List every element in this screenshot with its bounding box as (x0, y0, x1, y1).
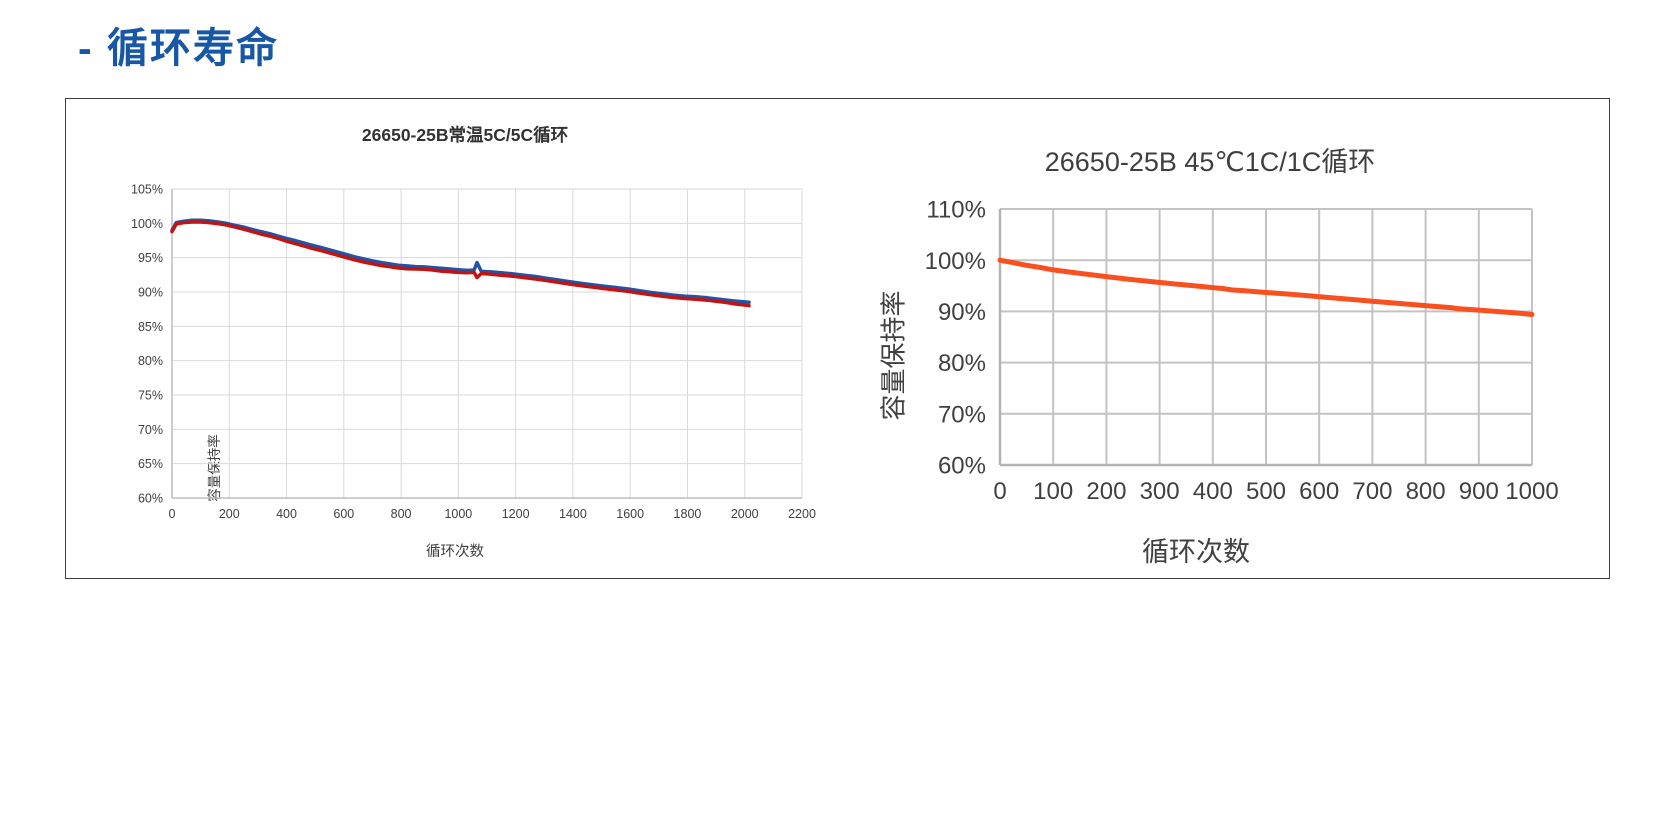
svg-text:900: 900 (1459, 478, 1499, 505)
svg-text:1000: 1000 (1505, 478, 1558, 505)
chart-title: 26650-25B常温5C/5C循环 (361, 125, 569, 145)
svg-text:90%: 90% (138, 286, 163, 300)
x-axis-title: 循环次数 (1142, 537, 1250, 567)
svg-text:70%: 70% (938, 401, 986, 428)
svg-text:100: 100 (1033, 478, 1073, 505)
svg-text:100%: 100% (925, 248, 986, 275)
svg-text:85%: 85% (138, 320, 163, 334)
svg-text:800: 800 (1406, 478, 1446, 505)
plot-area: 0 200 400 600 800 1000 1200 1400 1600 1800 2000 220… (108, 164, 816, 541)
svg-text:2000: 2000 (731, 507, 759, 521)
svg-text:75%: 75% (138, 389, 163, 403)
page-title: - 循环寿命 (78, 25, 280, 71)
svg-text:2200: 2200 (788, 507, 816, 521)
cycle-chart-45c: 26650-25B 45℃1C/1C循环 容量保持率 0 100 200 300 400… (860, 140, 1560, 567)
svg-text:800: 800 (391, 507, 412, 521)
svg-text:400: 400 (1193, 478, 1233, 505)
svg-text:60%: 60% (138, 492, 163, 506)
svg-text:105%: 105% (131, 183, 163, 197)
svg-text:400: 400 (276, 507, 297, 521)
svg-text:1200: 1200 (502, 507, 530, 521)
svg-text:80%: 80% (938, 350, 986, 377)
svg-text:1000: 1000 (444, 507, 472, 521)
svg-text:700: 700 (1352, 478, 1392, 505)
x-axis-title: 循环次数 (426, 544, 484, 560)
svg-text:300: 300 (1140, 478, 1180, 505)
svg-text:1400: 1400 (559, 507, 587, 521)
svg-text:65%: 65% (138, 457, 163, 471)
plot-area: 0 100 200 300 400 500 600 700 800 900 1000 60% 70% 80… (860, 185, 1560, 525)
charts-panel (65, 98, 1610, 579)
svg-text:90%: 90% (938, 299, 986, 326)
svg-text:500: 500 (1246, 478, 1286, 505)
svg-text:100%: 100% (131, 217, 163, 231)
svg-text:600: 600 (1299, 478, 1339, 505)
svg-text:70%: 70% (138, 423, 163, 437)
svg-text:200: 200 (1086, 478, 1126, 505)
svg-text:0: 0 (993, 478, 1006, 505)
svg-text:60%: 60% (938, 453, 986, 480)
chart-title: 26650-25B 45℃1C/1C循环 (1044, 147, 1376, 177)
svg-text:600: 600 (333, 507, 354, 521)
svg-text:110%: 110% (926, 197, 986, 224)
svg-text:0: 0 (169, 507, 176, 521)
cycle-chart-room-temp: 26650-25B常温5C/5C循环 容量保持率 0 200 400 600 800 10… (100, 122, 830, 560)
svg-text:80%: 80% (138, 354, 163, 368)
svg-text:95%: 95% (138, 251, 163, 265)
svg-text:200: 200 (219, 507, 240, 521)
svg-text:1800: 1800 (674, 507, 702, 521)
svg-text:1600: 1600 (616, 507, 644, 521)
